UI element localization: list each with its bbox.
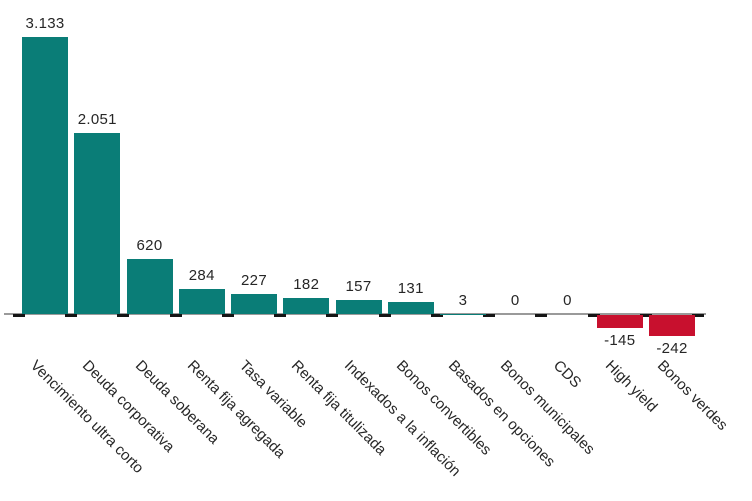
bar [231,293,277,314]
axis-tick [221,314,234,317]
category-label: Deuda corporativa [79,357,178,456]
category-label: High yield [601,357,661,416]
bar [126,259,173,314]
axis-tick [169,314,182,317]
bar-value-label: 0 [563,292,572,309]
bar [335,300,382,314]
bar-value-label: 227 [241,271,267,289]
bar [178,288,225,314]
axis-tick [12,314,25,317]
category-label: Renta fija agregada [183,357,289,462]
bar [649,315,695,337]
bar [283,297,330,314]
bar-value-label: 131 [397,280,424,298]
category-label: CDS [549,357,584,392]
axis-tick [587,314,600,317]
axis-tick [692,314,705,317]
category-label: Bonos convertibles [392,357,495,459]
axis-tick [535,314,548,317]
axis-tick [639,314,652,317]
category-label: Bonos municipales [497,357,599,459]
axis-tick [326,314,339,317]
category-label: Bonos verdes [653,357,731,434]
bar-value-label: 284 [188,266,215,284]
bar-value-label: 3 [458,291,468,309]
bar-value-label: 182 [293,275,320,293]
bar-value-label: 157 [345,278,372,296]
bar-value-label: -242 [656,340,688,358]
axis-tick [117,314,130,317]
bar-value-label: 0 [510,292,520,309]
x-axis-line [4,313,706,315]
bar [74,132,121,314]
axis-tick [483,314,496,317]
bar [596,315,643,328]
bar [387,302,434,314]
axis-tick [274,314,287,317]
bar [22,37,68,314]
bar-value-label: 620 [136,237,163,255]
bar-value-label: 2.051 [77,110,117,128]
bar-value-label: 3.133 [25,15,65,32]
category-label: Renta fija titulizada [288,357,390,459]
axis-tick [430,314,443,317]
bar-value-label: -145 [604,331,636,349]
axis-tick [65,314,78,317]
axis-tick [378,314,391,317]
